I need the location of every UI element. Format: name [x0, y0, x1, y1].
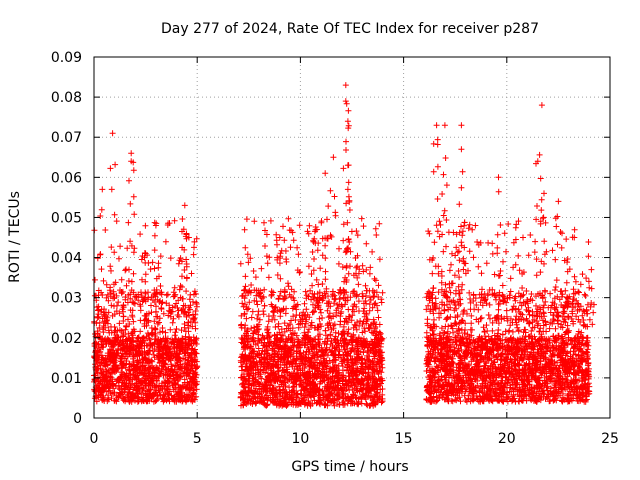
y-tick-label: 0.05 — [51, 210, 82, 226]
y-tick-label: 0.02 — [51, 331, 82, 347]
plot-frame — [93, 56, 611, 419]
y-tick-label: 0.01 — [51, 371, 82, 387]
roti-scatter-markers — [91, 82, 597, 409]
chart-title: Day 277 of 2024, Rate Of TEC Index for r… — [161, 21, 539, 37]
data-points — [91, 82, 597, 409]
x-tick-label: 20 — [498, 431, 516, 447]
x-tick-label: 10 — [291, 431, 309, 447]
x-axis-label: GPS time / hours — [291, 459, 408, 475]
x-tick-label: 25 — [601, 431, 619, 447]
x-tick-label: 15 — [395, 431, 413, 447]
y-tick-label: 0.07 — [51, 130, 82, 146]
y-tick-label: 0 — [73, 411, 82, 427]
axis-ticks: 0 5 10 15 20 25 0 0.01 0.02 0.03 0.04 0.05 0.06 0.07 0… — [51, 50, 619, 447]
x-tick-label: 0 — [90, 431, 99, 447]
y-tick-label: 0.06 — [51, 170, 82, 186]
y-tick-label: 0.09 — [51, 50, 82, 66]
y-tick-label: 0.08 — [51, 90, 82, 106]
y-tick-label: 0.04 — [51, 251, 82, 267]
y-axis-label: ROTI / TECUs — [7, 191, 23, 283]
y-tick-label: 0.03 — [51, 291, 82, 307]
x-tick-label: 5 — [193, 431, 202, 447]
